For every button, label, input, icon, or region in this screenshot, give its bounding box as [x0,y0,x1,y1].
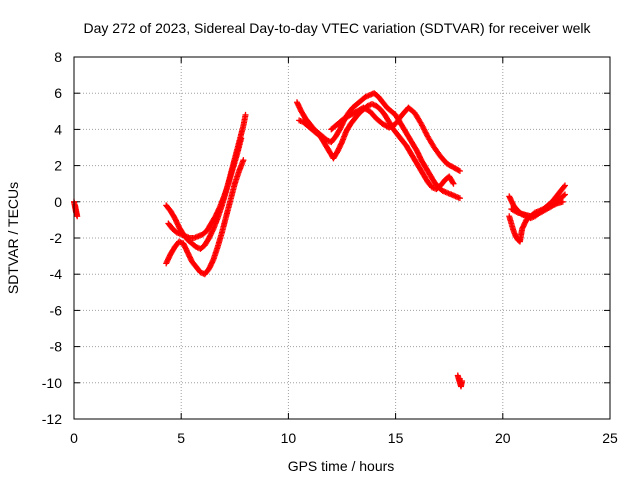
x-tick-label: 5 [177,430,185,446]
y-tick-label: 2 [54,158,62,174]
x-tick-label: 25 [602,430,618,446]
data-point [560,192,567,199]
data-point [242,111,249,118]
y-axis-label: SDTVAR / TECUs [5,182,21,294]
series-segment-2c [165,135,245,241]
series-segment-2b [163,157,247,278]
data-point [561,191,568,198]
y-tick-label: -2 [50,230,63,246]
data-point [450,180,457,187]
data-point [559,198,566,205]
data-point [456,195,463,202]
y-tick-label: -10 [42,375,62,391]
data-point [72,202,79,209]
y-tick-label: 6 [54,85,62,101]
chart-title: Day 272 of 2023, Sidereal Day-to-day VTE… [83,20,591,36]
series-segment-3c [328,104,463,175]
y-tick-label: 0 [54,194,62,210]
data-point [455,167,462,174]
series-segment-5c [508,198,566,220]
x-tick-label: 20 [495,430,511,446]
y-tick-label: -12 [42,411,62,427]
x-tick-label: 10 [281,430,297,446]
data-point [240,157,247,164]
y-tick-label: -8 [50,339,63,355]
y-tick-label: 4 [54,121,62,137]
plot-border [73,56,611,420]
y-tick-label: 8 [54,49,62,65]
data-point [238,135,245,142]
x-tick-label: 0 [70,430,78,446]
x-tick-labels: 0 5 10 15 20 25 [70,430,618,446]
data-point [459,377,466,384]
data-points [71,90,568,390]
data-point [456,168,463,175]
data-point [561,182,568,189]
y-tick-label: -4 [50,266,63,282]
x-tick-label: 15 [388,430,404,446]
series-segment-4 [454,372,466,390]
data-point [449,179,456,186]
data-point [561,183,568,190]
x-axis-label: GPS time / hours [288,458,395,474]
y-tick-labels: -12 -10 -8 -6 -4 -2 0 2 4 6 8 [42,49,62,427]
y-tick-label: -6 [50,302,63,318]
